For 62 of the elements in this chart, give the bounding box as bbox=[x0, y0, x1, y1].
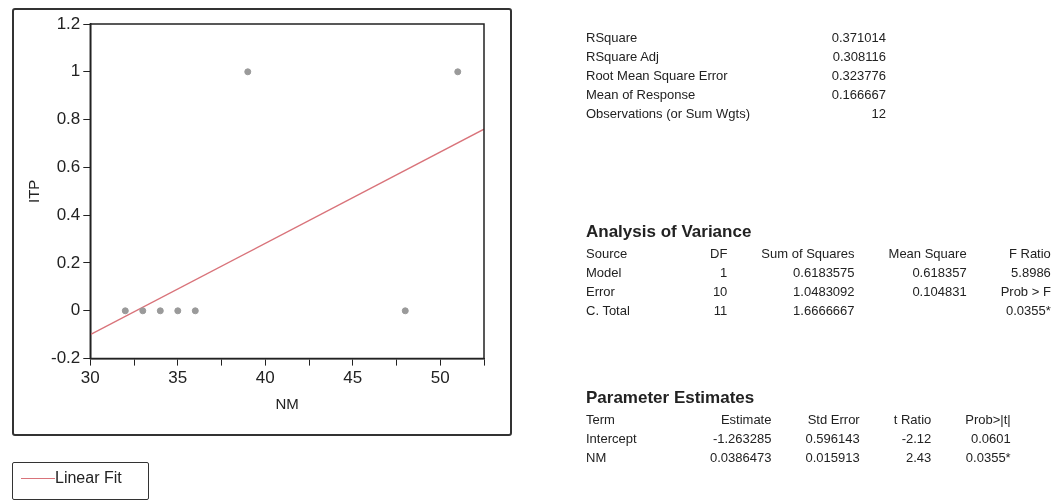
category-label: Mean Square bbox=[888, 245, 967, 263]
text: RSquare bbox=[586, 29, 639, 47]
text: 0.6183575 bbox=[792, 264, 855, 282]
text: 0.323776 bbox=[830, 67, 886, 85]
text: 11 bbox=[712, 302, 728, 320]
text: 0.0386473 bbox=[710, 449, 772, 467]
category-label: DF bbox=[710, 245, 728, 263]
category-label: Sum of Squares bbox=[761, 245, 855, 263]
category-label: Source bbox=[586, 245, 629, 263]
text: -2.12 bbox=[900, 430, 932, 448]
text: 10 bbox=[711, 283, 728, 301]
x-axis-title: NM bbox=[275, 395, 299, 413]
y-tick-label: 1.2 bbox=[56, 13, 81, 33]
category-label: Term bbox=[586, 411, 616, 429]
y-tick-label: 0.4 bbox=[56, 204, 81, 224]
text: RSquare Adj bbox=[586, 48, 660, 66]
x-tick-label: 45 bbox=[343, 368, 363, 388]
text: 1.6666667 bbox=[792, 302, 855, 320]
text: Mean of Response bbox=[586, 86, 697, 104]
text: Observations (or Sum Wgts) bbox=[586, 105, 751, 123]
text: 0.0355* bbox=[965, 449, 1011, 467]
text: NM bbox=[586, 449, 608, 467]
text: 0.618357 bbox=[911, 264, 967, 282]
y-tick-label: 0.2 bbox=[56, 252, 81, 272]
legend-label: Linear Fit bbox=[55, 469, 122, 487]
text: Analysis of Variance bbox=[586, 222, 753, 242]
text: 0.596143 bbox=[805, 430, 860, 448]
text: 5.8986 bbox=[1010, 264, 1051, 282]
text: Parameter Estimates bbox=[586, 388, 756, 408]
text: Intercept bbox=[586, 430, 638, 448]
y-tick-label: -0.2 bbox=[51, 348, 81, 368]
y-tick-label: 1 bbox=[70, 61, 81, 81]
text: Error bbox=[586, 283, 616, 301]
text: 0.0355* bbox=[1005, 302, 1051, 320]
text: 0.0601 bbox=[969, 430, 1011, 448]
category-label: Prob>|t| bbox=[965, 411, 1011, 429]
category-label: F Ratio bbox=[1007, 245, 1051, 263]
text: 1 bbox=[719, 264, 728, 282]
y-tick-label: 0.8 bbox=[56, 109, 81, 129]
text: C. Total bbox=[586, 302, 631, 320]
text: 0.371014 bbox=[830, 29, 886, 47]
category-label: Estimate bbox=[719, 411, 772, 429]
text: 1.0483092 bbox=[792, 283, 855, 301]
category-label: t Ratio bbox=[893, 411, 932, 429]
text: -1.263285 bbox=[711, 430, 772, 448]
text: Prob > F bbox=[1000, 283, 1051, 301]
text: 2.43 bbox=[904, 449, 932, 467]
x-tick-label: 30 bbox=[80, 368, 100, 388]
y-tick-label: 0.6 bbox=[56, 157, 81, 177]
text: Root Mean Square Error bbox=[586, 67, 729, 85]
x-tick-label: 35 bbox=[168, 368, 188, 388]
x-tick-label: 40 bbox=[255, 368, 275, 388]
text: 0.308116 bbox=[831, 48, 886, 66]
y-tick-label: 0 bbox=[70, 300, 81, 320]
x-tick-label: 50 bbox=[430, 368, 450, 388]
text: Model bbox=[586, 264, 623, 282]
text: 0.166667 bbox=[830, 86, 886, 104]
text: 12 bbox=[870, 105, 886, 123]
text: 0.104831 bbox=[911, 283, 967, 301]
text: 0.015913 bbox=[805, 449, 860, 467]
y-axis-title: ITP bbox=[25, 179, 43, 203]
category-label: Std Error bbox=[806, 411, 860, 429]
